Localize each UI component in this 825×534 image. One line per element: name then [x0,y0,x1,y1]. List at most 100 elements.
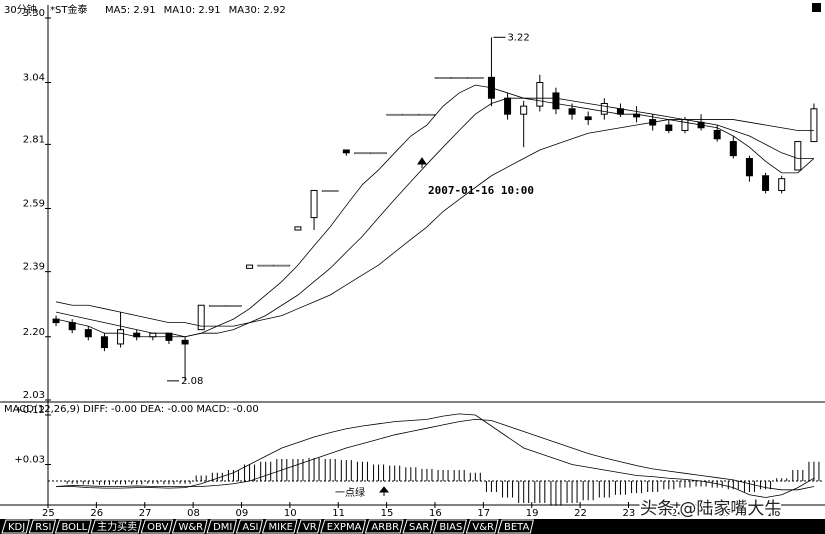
x-tick-label: 23 [623,508,636,519]
tab[interactable]: RSI [28,519,57,534]
candle-body [434,77,452,79]
tab[interactable]: ASI [235,519,264,534]
candle-body [68,322,76,331]
candle-body [681,119,689,132]
macd-line [56,418,815,491]
stock-name: *ST金泰 [50,3,87,16]
y-tick-label: 2.03 [23,390,45,401]
tab[interactable]: OBV [140,519,174,534]
tab[interactable]: BIAS [432,519,467,534]
min-label: 2.08 [181,376,203,387]
tab-shape [90,519,142,534]
x-tick-label: 24 [671,508,684,519]
legend-entry: MA10: 2.91 [164,5,221,16]
tab-label: SAR [409,522,429,533]
tab[interactable]: ARBR [364,519,404,534]
ma-line [55,119,814,327]
y-tick-label: +0.12 [14,405,45,416]
ma-line [55,84,815,338]
candle-body [616,108,624,115]
candle-body [467,77,484,79]
candle-body [729,141,737,157]
tab[interactable]: EXPMA [320,519,367,534]
tab-label: 主力买卖 [97,520,137,533]
y-tick-label: 2.20 [23,327,45,338]
candle-body [810,108,818,143]
x-tick-label: 08 [187,508,200,519]
tab[interactable]: MIKE [261,519,298,534]
candle-body [794,141,802,171]
tab[interactable]: KDJ [1,519,30,534]
period-label: 30分钟 [4,3,37,16]
candle-body [745,157,753,177]
x-tick-label: 25 [42,508,55,519]
x-tick-label: 11 [332,508,345,519]
tab-shape [465,519,499,534]
tab[interactable]: DMI [206,519,237,534]
candle-body [536,82,544,107]
y-tick-label: 2.39 [23,262,45,273]
corner-box [812,3,821,12]
tab-shape [1,519,30,534]
candle-body [84,329,92,338]
candle-body [386,113,403,116]
x-tick-label: 25 [719,508,732,519]
tab-label: W&R [178,522,203,533]
macd-annotation: 一点绿 [335,486,365,499]
tab-label: V&R [472,522,494,533]
tab-label: MIKE [269,522,293,533]
candle-body [584,116,592,121]
candle-body [273,264,291,267]
candle-body [450,77,468,79]
y-tick-label: 3.04 [23,73,45,84]
tab-shape [206,519,237,534]
candle-body [209,305,226,307]
candle-body [713,130,721,140]
candle-body [310,189,318,219]
x-tick-label: 26 [90,508,103,519]
tab[interactable]: W&R [171,519,208,534]
max-label: 3.22 [507,32,529,43]
tab-label: KDJ [8,522,25,533]
candle-body [665,124,673,132]
tab[interactable]: BETA [497,519,534,534]
candle-body [552,92,560,110]
tab-label: ARBR [371,522,399,533]
tab-shape [432,519,467,534]
candle-body [568,108,576,115]
tab[interactable]: V&R [465,519,499,534]
tab[interactable]: BOLL [54,519,92,534]
date-annotation: 2007-01-16 10:00 [428,184,534,197]
candle-body [504,97,512,115]
tab-label: RSI [35,522,51,533]
tab[interactable]: VR [296,519,322,534]
y-tick-label: 2.81 [23,134,45,145]
legend-entry: MA30: 2.92 [229,5,286,16]
x-tick-label: 15 [381,508,394,519]
x-tick-label: 27 [139,508,152,519]
candle-body [117,329,125,345]
candle-body [762,175,770,191]
y-tick-label: +0.03 [14,455,45,466]
candle-body [181,339,189,345]
candle-body [778,178,786,191]
tab-shape [171,519,208,534]
x-tick-label: 19 [526,508,539,519]
candle-body [418,113,436,116]
tab-shape [402,519,434,534]
y-tick-label: 2.59 [23,198,45,209]
tab-label: BIAS [439,522,462,533]
tab[interactable]: 主力买卖 [90,519,142,534]
tab-label: DMI [213,522,232,533]
y-tick-label: 3.30 [23,8,45,19]
annotation-arrow [378,486,390,496]
candle-body [370,152,387,155]
candle-body [342,149,350,154]
tab-label: EXPMA [327,522,362,533]
tab-shape [28,519,57,534]
tab-shape [320,519,367,534]
tab-shape [140,519,174,534]
x-tick-label: 26 [768,508,781,519]
x-tick-label: 22 [574,508,587,519]
tab[interactable]: SAR [402,519,434,534]
